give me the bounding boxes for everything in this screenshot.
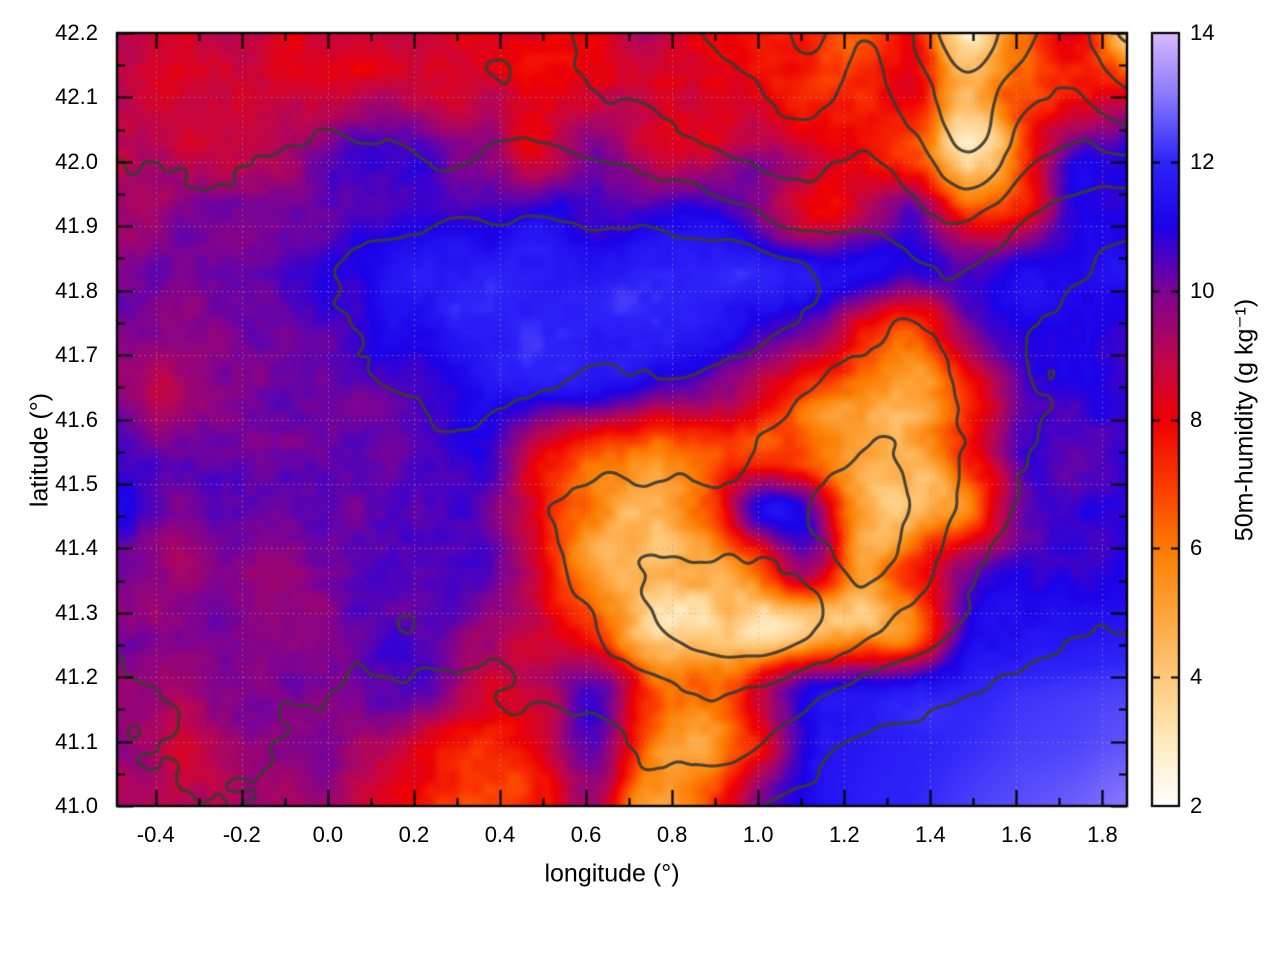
colorbar-tick-label: 12: [1190, 148, 1215, 174]
x-tick-label: -0.4: [136, 822, 175, 847]
x-axis-label: longitude (°): [544, 859, 680, 888]
x-tick-label: 0.8: [656, 822, 688, 847]
y-axis-label: latitude (°): [25, 392, 54, 508]
x-tick-label: 1.0: [742, 822, 774, 847]
y-tick-label: 41.4: [55, 535, 98, 561]
x-tick-label: -0.2: [222, 822, 261, 847]
y-tick-label: 41.1: [55, 728, 98, 754]
y-tick-label: 41.7: [55, 342, 98, 368]
y-tick-label: 42.0: [55, 148, 98, 174]
y-tick-label: 41.0: [55, 793, 98, 818]
x-tick-label: 0.0: [312, 822, 344, 847]
x-tick-label: 0.4: [484, 822, 516, 847]
y-tick-label: 41.5: [55, 470, 98, 496]
x-tick-label: 1.4: [915, 822, 946, 847]
colorbar-tick-label: 10: [1190, 277, 1215, 303]
y-tick-label: 41.6: [55, 406, 98, 432]
y-tick-label: 42.2: [55, 20, 98, 45]
x-tick-label: 0.2: [398, 822, 430, 847]
x-tick-label: 1.6: [1001, 822, 1032, 847]
y-tick-label: 41.2: [55, 664, 98, 690]
y-tick-label: 41.3: [55, 599, 98, 625]
x-tick-label: 0.6: [570, 822, 602, 847]
colorbar-tick-label: 6: [1190, 535, 1203, 561]
colorbar-tick-label: 4: [1190, 664, 1203, 690]
colorbar-tick-label: 14: [1190, 20, 1215, 45]
colorbar-label: 50m-humidity (g kg⁻¹): [1230, 298, 1259, 542]
colorbar-tick-label: 8: [1190, 406, 1203, 432]
y-tick-label: 42.1: [55, 84, 98, 110]
y-tick-label: 41.9: [55, 213, 98, 239]
x-tick-label: 1.2: [828, 822, 860, 847]
x-tick-label: 1.8: [1087, 822, 1118, 847]
colorbar-tick-label: 2: [1190, 793, 1203, 818]
y-tick-label: 41.8: [55, 277, 98, 303]
